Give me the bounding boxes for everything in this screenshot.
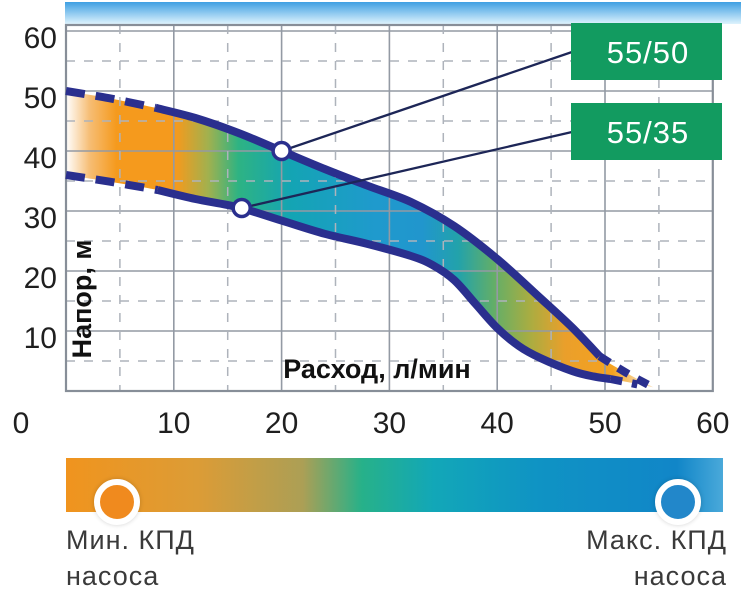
series-label-box-1 xyxy=(571,23,722,80)
y-tick-label: 30 xyxy=(24,202,57,235)
y-tick-label: 60 xyxy=(24,22,57,55)
series-label-2: 55/35 xyxy=(607,115,690,150)
duty-point-markers xyxy=(231,140,292,219)
curve-1-dashed-tail xyxy=(597,352,659,393)
x-tick-label: 60 xyxy=(696,407,729,440)
y-tick-label: 10 xyxy=(24,322,57,355)
sky-strip xyxy=(65,2,741,24)
x-tick-label: 0 xyxy=(13,407,30,440)
duty-point-1 xyxy=(271,140,292,162)
y-axis-title: Напор, м xyxy=(67,240,97,359)
legend-min-label-2: насоса xyxy=(66,561,160,591)
efficiency-gradient-bar xyxy=(66,458,723,512)
y-tick-label: 50 xyxy=(24,82,57,115)
curve-2-solid xyxy=(156,186,611,383)
chart-canvas: 55/50 55/35 0 10 20 30 40 50 60 10 20 30 40 50 60 На… xyxy=(13,2,741,440)
callout-line-2 xyxy=(241,130,573,210)
axis-tick-labels: 0 10 20 30 40 50 60 10 20 30 40 50 60 xyxy=(13,22,730,440)
curve-2-dashed-head xyxy=(65,171,159,194)
x-tick-label: 20 xyxy=(265,407,298,440)
legend-max-label: Макс. КПД xyxy=(586,525,727,555)
callout-line-1 xyxy=(281,50,573,153)
series-label-box-2 xyxy=(571,103,722,160)
x-tick-label: 40 xyxy=(481,407,514,440)
y-tick-label: 40 xyxy=(24,142,57,175)
plot-frame xyxy=(64,23,714,393)
curve-1-dashed-head xyxy=(65,87,157,112)
x-tick-label: 30 xyxy=(373,407,406,440)
callout-lines xyxy=(241,50,573,210)
legend-max-label-2: насоса xyxy=(633,561,727,591)
min-efficiency-marker xyxy=(94,479,140,525)
pump-curves xyxy=(65,87,659,393)
legend-min-label: Мин. КПД xyxy=(66,525,195,555)
x-axis-title: Расход, л/мин xyxy=(283,354,470,384)
x-tick-label: 50 xyxy=(588,407,621,440)
y-tick-label: 20 xyxy=(24,262,57,295)
curve-1-solid xyxy=(154,103,603,359)
duty-point-2 xyxy=(231,197,252,219)
x-tick-label: 10 xyxy=(157,407,190,440)
series-label-1: 55/50 xyxy=(607,35,690,70)
curve-2-dashed-tail xyxy=(609,375,639,389)
max-efficiency-marker xyxy=(655,479,701,525)
